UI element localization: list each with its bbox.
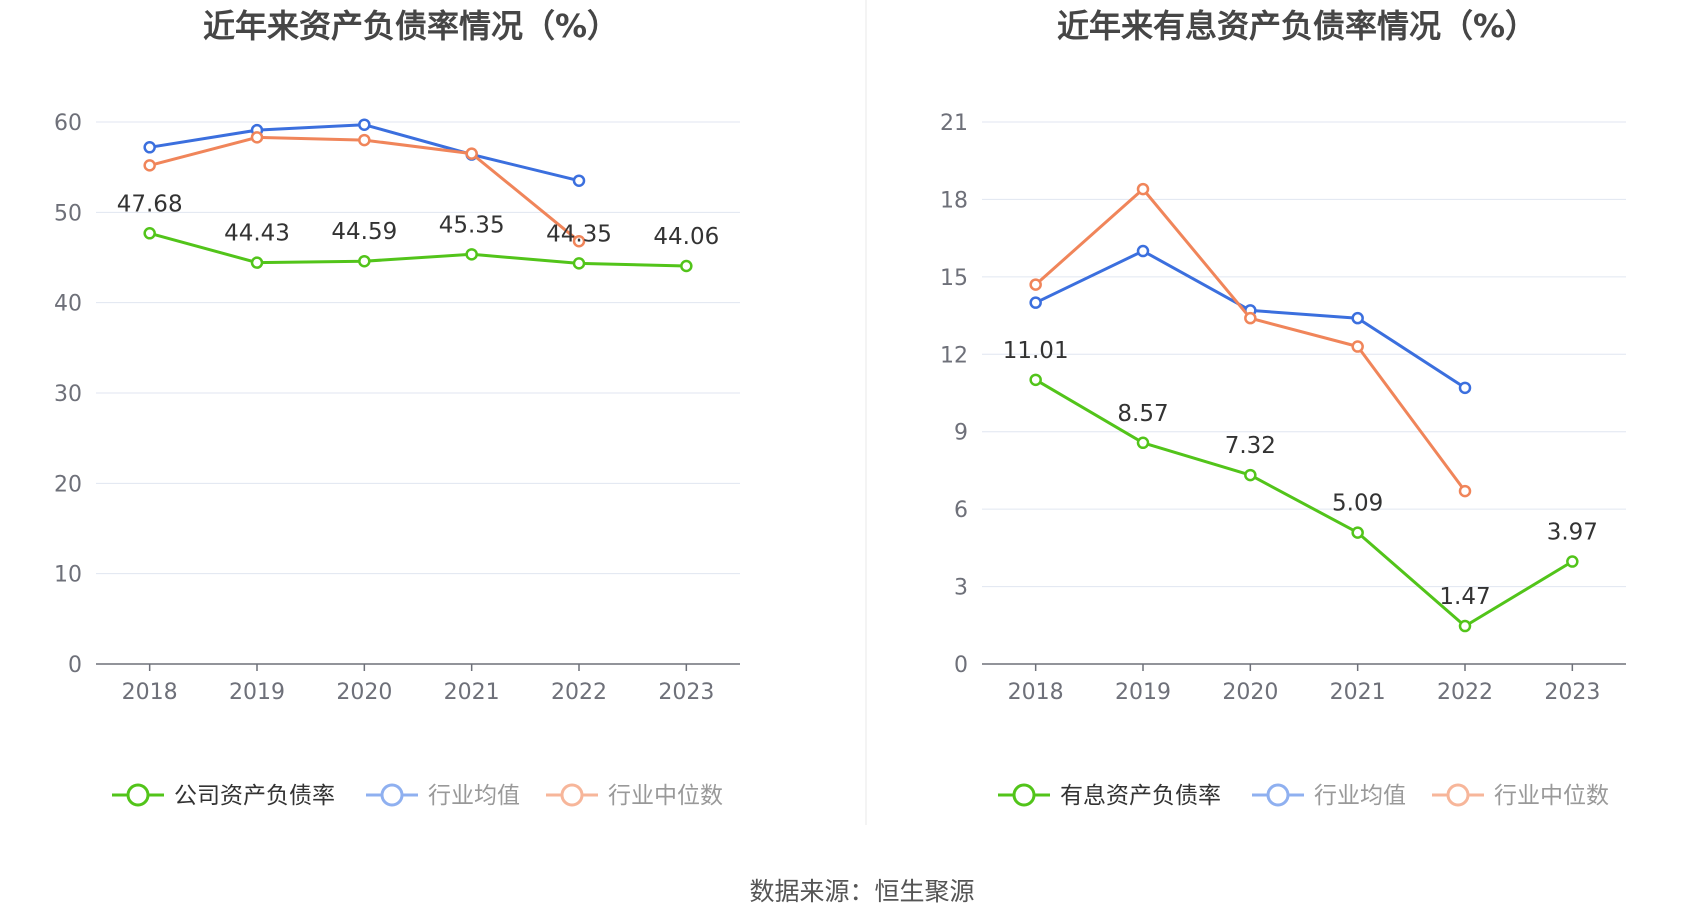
y-tick-label: 50 <box>54 201 82 226</box>
chart-panel-1: 近年来资产负债率情况（%） 0 10 20 30 40 50 60 2018 2019 2020 20… <box>54 7 740 809</box>
y-tick-label: 6 <box>954 498 968 523</box>
y-tick-label: 15 <box>940 266 968 291</box>
data-point <box>143 141 156 154</box>
series-line-1 <box>1034 378 1574 628</box>
data-point <box>1351 340 1364 353</box>
data-label: 5.09 <box>1332 491 1383 517</box>
series-line-1 <box>149 231 687 268</box>
data-point <box>143 227 156 240</box>
data-label: 7.32 <box>1225 433 1276 459</box>
y-tick-label: 0 <box>68 653 82 678</box>
y-tick-label: 3 <box>954 576 968 601</box>
data-point <box>1029 278 1042 291</box>
legend-marker <box>1446 783 1470 807</box>
data-point <box>1351 526 1364 539</box>
data-point <box>572 257 586 270</box>
data-point <box>1244 468 1257 482</box>
data-point <box>572 174 586 187</box>
legend-label: 行业均值 <box>428 783 520 809</box>
data-point <box>1136 182 1150 196</box>
data-point <box>358 254 371 268</box>
legend-marker <box>1012 783 1036 807</box>
data-label: 44.59 <box>331 219 397 245</box>
data-point <box>1458 484 1472 498</box>
data-label: 3.97 <box>1547 520 1598 546</box>
legend-label: 有息资产负债率 <box>1060 783 1221 809</box>
data-label: 44.06 <box>653 224 719 250</box>
chart-title: 近年来资产负债率情况（%） <box>203 7 619 45</box>
x-tick-label: 2018 <box>122 680 178 705</box>
y-tick-label: 12 <box>940 343 968 368</box>
data-point <box>1458 381 1472 395</box>
legend-label: 行业中位数 <box>608 783 723 809</box>
x-tick-label: 2022 <box>551 680 607 705</box>
data-point <box>465 248 478 261</box>
data-label: 45.35 <box>439 212 505 238</box>
x-tick-label: 2020 <box>336 680 392 705</box>
data-point <box>143 159 156 172</box>
y-tick-label: 20 <box>54 472 82 497</box>
legend-label: 行业中位数 <box>1494 783 1609 809</box>
y-tick-label: 10 <box>54 563 82 588</box>
legend-marker <box>560 783 584 807</box>
data-point <box>250 256 264 269</box>
x-tick-label: 2019 <box>229 680 285 705</box>
chart-title: 近年来有息资产负债率情况（%） <box>1057 7 1537 45</box>
x-tick-label: 2019 <box>1115 680 1171 705</box>
y-tick-label: 60 <box>54 111 82 136</box>
data-point <box>1244 311 1257 325</box>
legend-marker <box>380 783 404 807</box>
data-label: 11.01 <box>1003 338 1069 364</box>
data-label: 1.47 <box>1439 584 1490 610</box>
x-tick-label: 2022 <box>1437 680 1493 705</box>
data-point <box>572 234 586 248</box>
data-point <box>680 259 693 273</box>
x-tick-label: 2021 <box>444 680 500 705</box>
data-point <box>465 147 478 160</box>
y-tick-label: 18 <box>940 188 968 213</box>
data-point <box>1029 373 1042 387</box>
data-point <box>1458 619 1472 633</box>
x-tick-label: 2023 <box>658 680 714 705</box>
y-tick-label: 30 <box>54 382 82 407</box>
legend-label: 行业均值 <box>1314 783 1406 809</box>
data-point <box>1566 555 1579 568</box>
y-tick-label: 40 <box>54 292 82 317</box>
data-point <box>358 133 371 147</box>
data-point <box>1136 244 1150 258</box>
data-point <box>1029 296 1042 309</box>
data-point <box>250 131 264 144</box>
legend-marker <box>1266 783 1290 807</box>
y-tick-label: 9 <box>954 421 968 446</box>
chart-panel-2: 近年来有息资产负债率情况（%） 0 3 6 9 12 15 18 21 2018 2019 2020 2… <box>940 7 1626 809</box>
data-point <box>1136 436 1150 450</box>
legend-marker <box>126 783 150 807</box>
y-tick-label: 21 <box>940 111 968 136</box>
x-tick-label: 2018 <box>1008 680 1064 705</box>
data-label: 8.57 <box>1117 401 1168 427</box>
data-source: 数据来源：恒生聚源 <box>749 877 974 906</box>
x-tick-label: 2023 <box>1544 680 1600 705</box>
series-line-2 <box>149 123 580 183</box>
legend-label: 公司资产负债率 <box>174 783 335 809</box>
x-tick-label: 2020 <box>1222 680 1278 705</box>
data-label: 44.35 <box>546 221 612 247</box>
data-label: 44.43 <box>224 221 290 247</box>
data-label: 47.68 <box>117 191 183 217</box>
data-point <box>1351 311 1364 325</box>
y-tick-label: 0 <box>954 653 968 678</box>
x-tick-label: 2021 <box>1330 680 1386 705</box>
data-point <box>358 118 371 131</box>
